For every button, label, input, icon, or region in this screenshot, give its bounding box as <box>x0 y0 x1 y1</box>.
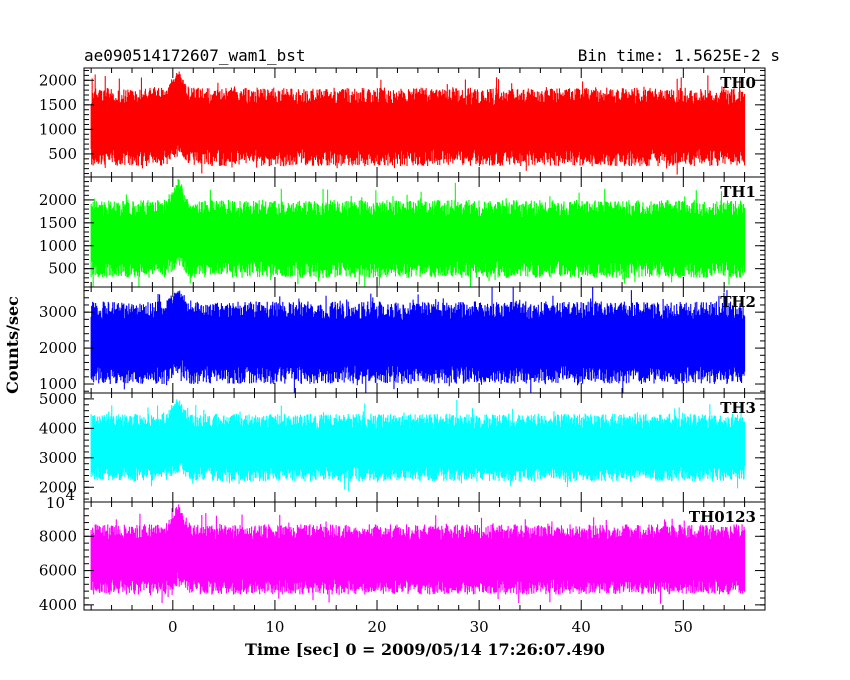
y-tick-label: 2000 <box>39 478 77 496</box>
y-tick-label: 3000 <box>39 449 77 467</box>
series-th0123 <box>90 504 746 604</box>
y-tick-label: 6000 <box>39 562 77 580</box>
panel-label-th0123: TH0123 <box>689 508 756 526</box>
y-tick-label: 2000 <box>39 339 77 357</box>
panel-label-th2: TH2 <box>720 293 756 311</box>
y-tick-label: 500 <box>48 260 77 278</box>
x-tick-label: 50 <box>674 618 693 636</box>
x-axis: 0 10 20 30 40 50 <box>168 618 693 636</box>
y-top-label-exponent: 4 <box>65 486 75 504</box>
series-th0 <box>90 71 746 175</box>
panel-th0: 500 1000 1500 2000 TH0 <box>39 67 766 178</box>
x-tick-label: 20 <box>367 618 386 636</box>
panel-th1: 500 1000 1500 2000 TH1 <box>39 176 766 288</box>
y-tick-label: 1500 <box>39 96 77 114</box>
panel-label-th0: TH0 <box>720 74 756 92</box>
y-tick-label: 5000 <box>39 390 77 408</box>
panel-label-th1: TH1 <box>720 183 756 201</box>
y-tick-label: 1500 <box>39 214 77 232</box>
y-top-label: 10 <box>46 494 65 512</box>
panel-th2: 1000 2000 3000 TH2 <box>39 286 766 394</box>
panel-label-th3: TH3 <box>720 399 756 417</box>
figure-title: ae090514172607_wam1_bst <box>84 46 306 65</box>
y-tick-label: 3000 <box>39 303 77 321</box>
series-th3 <box>90 399 746 492</box>
x-tick-label: 0 <box>168 618 178 636</box>
y-axis-label: Counts/sec <box>3 296 22 394</box>
panel-frame <box>83 501 766 611</box>
x-axis-label: Time [sec] 0 = 2009/05/14 17:26:07.490 <box>245 640 605 659</box>
panels-group: 500 1000 1500 2000 TH0 500 1000 1500 2000 TH1 1000… <box>39 67 766 614</box>
y-tick-label: 1000 <box>39 237 77 255</box>
panel-th3: 2000 3000 4000 5000 TH3 <box>39 390 766 503</box>
x-tick-label: 10 <box>265 618 284 636</box>
y-tick-label: 1000 <box>39 375 77 393</box>
series-th2 <box>90 287 746 393</box>
bin-time-label: Bin time: 1.5625E-2 s <box>578 46 780 65</box>
y-tick-label: 500 <box>48 145 77 163</box>
x-tick-label: 40 <box>572 618 591 636</box>
x-tick-label: 30 <box>470 618 489 636</box>
series-th1 <box>90 179 746 287</box>
y-tick-label: 4000 <box>39 596 77 614</box>
y-tick-label: 1000 <box>39 120 77 138</box>
panel-th0123: 4000 6000 8000 10 4 TH0123 <box>39 486 766 614</box>
y-tick-label: 2000 <box>39 191 77 209</box>
y-tick-label: 8000 <box>39 527 77 545</box>
y-tick-label: 4000 <box>39 419 77 437</box>
y-tick-label: 2000 <box>39 71 77 89</box>
